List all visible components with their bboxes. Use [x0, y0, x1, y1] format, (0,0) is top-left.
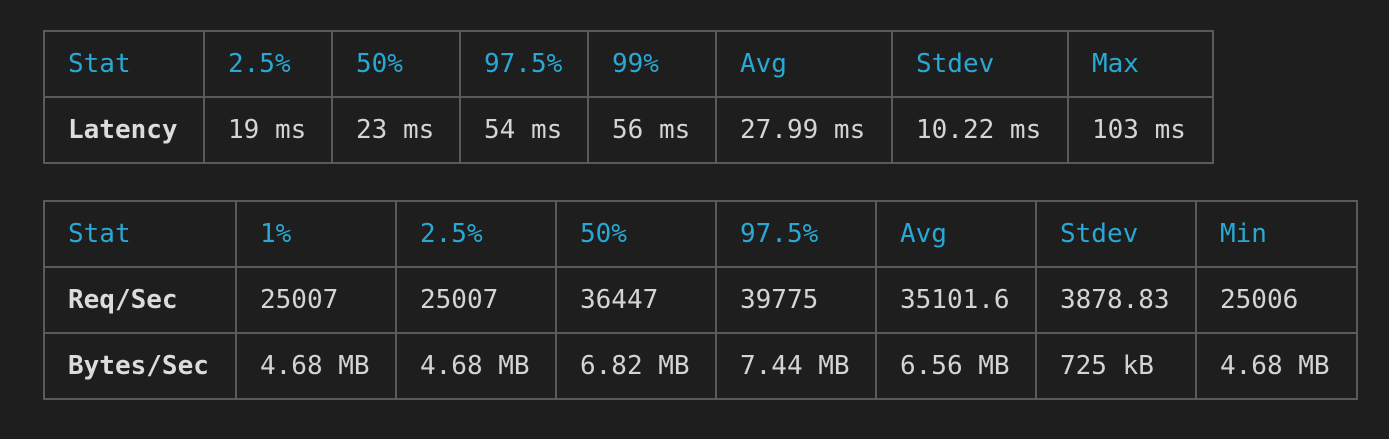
table-cell: 35101.6 [875, 266, 1037, 334]
throughput-header-row: Stat 1% 2.5% 50% 97.5% Avg Stdev Min [43, 200, 1358, 268]
header-cell-max: Max [1067, 30, 1214, 98]
table-cell: 7.44 MB [715, 332, 877, 400]
header-cell-stdev: Stdev [891, 30, 1069, 98]
header-cell-p1: 1% [235, 200, 397, 268]
table-cell: 23 ms [331, 96, 461, 164]
header-cell-p97-5: 97.5% [715, 200, 877, 268]
req-sec-row: Req/Sec 25007 25007 36447 39775 35101.6 … [43, 266, 1358, 334]
table-cell: 39775 [715, 266, 877, 334]
table-cell: 25006 [1195, 266, 1358, 334]
bytes-sec-row: Bytes/Sec 4.68 MB 4.68 MB 6.82 MB 7.44 M… [43, 332, 1358, 400]
table-cell: 4.68 MB [395, 332, 557, 400]
table-cell: 103 ms [1067, 96, 1214, 164]
table-cell: 725 kB [1035, 332, 1197, 400]
header-cell-p2-5: 2.5% [203, 30, 333, 98]
table-cell: 6.56 MB [875, 332, 1037, 400]
latency-row: Latency 19 ms 23 ms 54 ms 56 ms 27.99 ms… [43, 96, 1214, 164]
header-cell-p2-5: 2.5% [395, 200, 557, 268]
table-cell: 4.68 MB [235, 332, 397, 400]
latency-header-row: Stat 2.5% 50% 97.5% 99% Avg Stdev Max [43, 30, 1214, 98]
row-label-latency: Latency [43, 96, 205, 164]
table-cell: 36447 [555, 266, 717, 334]
throughput-table: Stat 1% 2.5% 50% 97.5% Avg Stdev Min Req… [43, 200, 1358, 400]
table-cell: 25007 [235, 266, 397, 334]
latency-table: Stat 2.5% 50% 97.5% 99% Avg Stdev Max La… [43, 30, 1214, 164]
header-cell-avg: Avg [875, 200, 1037, 268]
table-cell: 10.22 ms [891, 96, 1069, 164]
table-cell: 56 ms [587, 96, 717, 164]
table-cell: 3878.83 [1035, 266, 1197, 334]
header-cell-p97-5: 97.5% [459, 30, 589, 98]
row-label-bytes-sec: Bytes/Sec [43, 332, 237, 400]
row-label-req-sec: Req/Sec [43, 266, 237, 334]
header-cell-stdev: Stdev [1035, 200, 1197, 268]
header-cell-stat: Stat [43, 200, 237, 268]
header-cell-p50: 50% [555, 200, 717, 268]
header-cell-stat: Stat [43, 30, 205, 98]
table-cell: 27.99 ms [715, 96, 893, 164]
table-cell: 54 ms [459, 96, 589, 164]
header-cell-min: Min [1195, 200, 1358, 268]
table-cell: 4.68 MB [1195, 332, 1358, 400]
header-cell-p99: 99% [587, 30, 717, 98]
table-cell: 6.82 MB [555, 332, 717, 400]
header-cell-avg: Avg [715, 30, 893, 98]
header-cell-p50: 50% [331, 30, 461, 98]
table-cell: 19 ms [203, 96, 333, 164]
table-cell: 25007 [395, 266, 557, 334]
